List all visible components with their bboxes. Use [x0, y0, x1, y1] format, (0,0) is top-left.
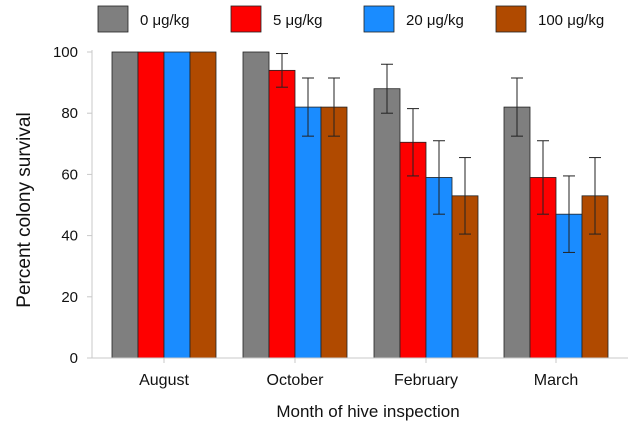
legend: 0 μg/kg 5 μg/kg 20 μg/kg 100 μg/kg: [97, 5, 604, 33]
error-bar: [537, 140, 549, 215]
error-bar: [433, 140, 445, 215]
bar: [294, 106, 322, 359]
error-bar: [563, 175, 575, 253]
y-tick-label: 40: [61, 228, 78, 245]
error-bar: [511, 77, 523, 137]
error-bar: [459, 157, 471, 235]
legend-swatch: [495, 5, 527, 33]
bar: [163, 51, 191, 359]
bar: [373, 88, 401, 359]
legend-item: 0 μg/kg: [97, 5, 190, 33]
error-bar: [381, 63, 393, 114]
bar: [320, 106, 348, 359]
plot-area: [111, 51, 609, 359]
legend-swatch: [230, 5, 262, 33]
error-bar: [589, 157, 601, 235]
error-bar: [328, 77, 340, 137]
y-tick-label: 60: [61, 166, 78, 183]
y-tick-label: 100: [53, 44, 78, 61]
legend-label: 100 μg/kg: [538, 12, 604, 29]
x-tick-label: October: [267, 372, 325, 389]
x-axis-title: Month of hive inspection: [276, 402, 459, 421]
legend-label: 0 μg/kg: [140, 12, 190, 29]
legend-item: 100 μg/kg: [495, 5, 604, 33]
error-bar: [276, 53, 288, 88]
bar: [242, 51, 270, 359]
legend-item: 20 μg/kg: [363, 5, 464, 33]
y-tick-label: 0: [70, 350, 78, 367]
y-tick-label: 20: [61, 289, 78, 306]
y-axis-title: Percent colony survival: [14, 112, 35, 307]
legend-label: 5 μg/kg: [273, 12, 323, 29]
x-tick-label: February: [394, 372, 458, 389]
y-axis: 0 20 40 60 80 100: [53, 44, 93, 367]
legend-swatch: [97, 5, 129, 33]
bar: [111, 51, 139, 359]
x-tick-label: August: [139, 372, 189, 389]
y-tick-label: 80: [61, 105, 78, 122]
bar: [268, 69, 296, 359]
bar: [399, 141, 427, 359]
x-axis: August October February March: [92, 357, 628, 389]
error-bar: [302, 77, 314, 137]
bar: [137, 51, 165, 359]
x-tick-label: March: [534, 372, 578, 389]
legend-swatch: [363, 5, 395, 33]
bar: [503, 106, 531, 359]
error-bar: [407, 108, 419, 177]
bar: [189, 51, 217, 359]
legend-item: 5 μg/kg: [230, 5, 323, 33]
legend-label: 20 μg/kg: [406, 12, 464, 29]
